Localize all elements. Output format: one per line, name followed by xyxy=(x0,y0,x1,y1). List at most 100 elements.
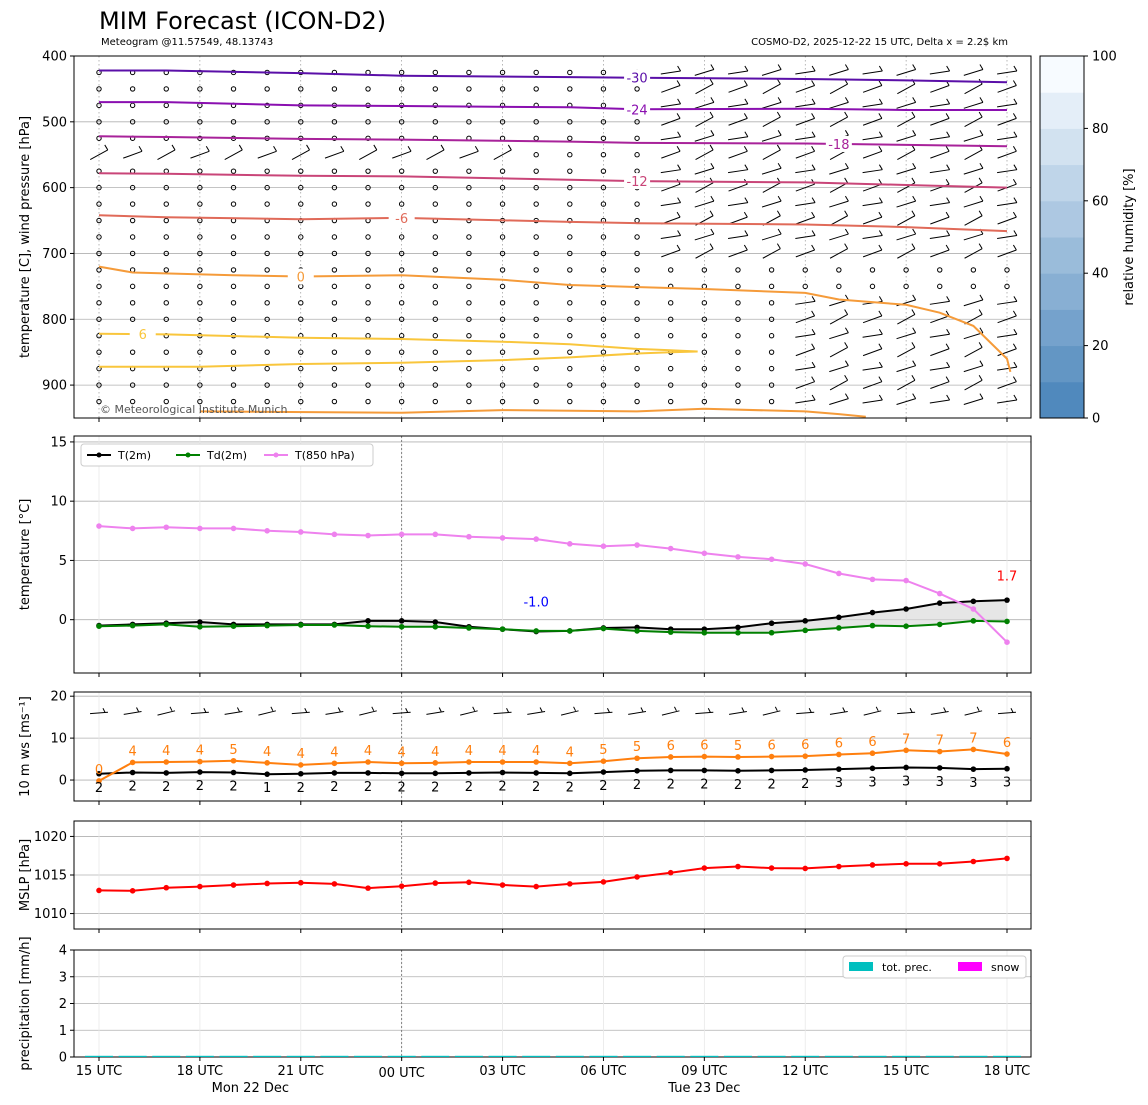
colorbar-band xyxy=(1040,56,1084,93)
calm-wind-marker xyxy=(466,234,472,240)
calm-wind-marker xyxy=(600,201,607,207)
wind-barb xyxy=(997,216,1017,225)
data-point xyxy=(735,554,741,560)
wind-barb-flag xyxy=(878,211,883,218)
wind-barb-flag xyxy=(911,177,916,184)
wind-barb xyxy=(694,134,715,142)
wind-barb xyxy=(694,233,715,241)
surface-wind-barb xyxy=(762,710,781,716)
wind-barb xyxy=(897,314,916,325)
calm-wind-marker xyxy=(499,69,506,76)
wind-barb-flag xyxy=(507,144,512,151)
wind-barb xyxy=(761,167,782,175)
wind-barb xyxy=(695,248,714,259)
wind-barb xyxy=(694,167,715,175)
wind-barb xyxy=(897,248,916,259)
surface-wind-barb-flag xyxy=(405,708,409,713)
pressure-frame xyxy=(73,820,1032,930)
calm-wind-marker xyxy=(668,316,674,322)
upper-air-ytick-label: 500 xyxy=(42,115,67,130)
calm-wind-marker xyxy=(466,382,472,388)
wind-barb-flag xyxy=(677,65,682,72)
wind-barb xyxy=(661,249,681,258)
wind-barb-flag xyxy=(709,78,714,85)
mean-wind-label: 2 xyxy=(364,780,372,795)
data-point xyxy=(499,626,506,632)
wind-barb-flag xyxy=(373,144,378,151)
wind-barb xyxy=(896,69,916,76)
mean-wind-label: 2 xyxy=(801,777,809,792)
wind-barb xyxy=(997,348,1017,357)
calm-wind-marker xyxy=(567,316,573,322)
precip-bar xyxy=(152,1055,181,1057)
wind-barb-flag xyxy=(878,131,883,138)
wind-barb xyxy=(694,69,715,76)
data-point xyxy=(768,556,775,563)
calm-wind-marker xyxy=(499,349,506,355)
isotherm-label-bg xyxy=(825,135,852,152)
wind-barb xyxy=(829,346,848,358)
wind-barb-flag xyxy=(979,360,984,366)
calm-wind-marker xyxy=(634,234,640,240)
wind-barb-flag xyxy=(945,113,950,119)
calm-wind-marker xyxy=(96,217,102,224)
wind-barb xyxy=(493,149,512,160)
wind-barb xyxy=(929,366,950,371)
wind-barb-flag xyxy=(878,197,883,203)
wind-barb-flag xyxy=(709,210,714,217)
wind-barb xyxy=(963,69,984,76)
time-tick-label: 09 UTC xyxy=(681,1064,727,1079)
wind-barb xyxy=(862,399,883,404)
gust-label: 4 xyxy=(532,744,540,759)
isotherm-label: -6 xyxy=(395,212,408,227)
humidity-colorbar: 0 20 40 60 80 100 relative humidity [%] xyxy=(1039,50,1137,427)
surface-wind-barb-flag xyxy=(808,708,812,713)
calm-wind-marker xyxy=(129,184,136,191)
calm-wind-marker xyxy=(96,86,102,92)
data-point xyxy=(96,887,102,894)
wind-frame xyxy=(73,691,1032,802)
data-point xyxy=(297,879,304,886)
calm-wind-marker xyxy=(567,201,573,207)
calm-wind-marker xyxy=(331,382,338,388)
calm-wind-marker xyxy=(230,201,237,207)
wind-barb xyxy=(896,332,916,340)
calm-wind-marker xyxy=(163,250,169,257)
wind-barb xyxy=(997,117,1017,126)
calm-wind-marker xyxy=(600,398,607,405)
calm-wind-marker xyxy=(96,184,102,191)
upper-air-panel: 400 500 600 700 800 900 -30 -24 -18 -12 -6 0 6 temper… xyxy=(18,50,1032,422)
calm-wind-marker xyxy=(466,349,472,355)
calm-wind-marker xyxy=(701,382,708,388)
wind-barb xyxy=(123,150,143,159)
data-point xyxy=(499,882,506,888)
wind-barb xyxy=(661,183,681,192)
wind-barb xyxy=(459,150,479,159)
isotherm-label-bg xyxy=(388,209,415,226)
precip-bar xyxy=(791,1055,820,1057)
calm-wind-marker xyxy=(298,365,304,372)
calm-wind-marker xyxy=(264,234,270,240)
calm-wind-marker xyxy=(163,398,169,405)
calm-wind-marker xyxy=(567,234,573,240)
pressure-ylabel: MSLP [hPa] xyxy=(18,839,33,911)
time-tick-label: 15 UTC xyxy=(883,1064,929,1079)
mean-wind-label: 2 xyxy=(196,779,204,794)
data-point xyxy=(96,778,102,784)
data-point xyxy=(970,598,977,605)
calm-wind-marker xyxy=(298,250,304,257)
data-point xyxy=(567,760,573,767)
legend-swatch xyxy=(958,962,982,971)
wind-barb xyxy=(930,150,950,159)
data-point xyxy=(869,765,876,772)
wind-barb-flag xyxy=(171,144,176,151)
gust-label: 7 xyxy=(902,732,910,747)
calm-wind-marker xyxy=(600,382,607,388)
calm-wind-marker xyxy=(96,135,102,141)
wind-barb-flag xyxy=(844,360,849,366)
wind-barb xyxy=(929,169,950,174)
wind-barb-flag xyxy=(709,243,714,249)
mean-wind-label: 2 xyxy=(566,780,574,795)
wind-barb-flag xyxy=(777,195,782,202)
wind-barb xyxy=(761,69,782,76)
